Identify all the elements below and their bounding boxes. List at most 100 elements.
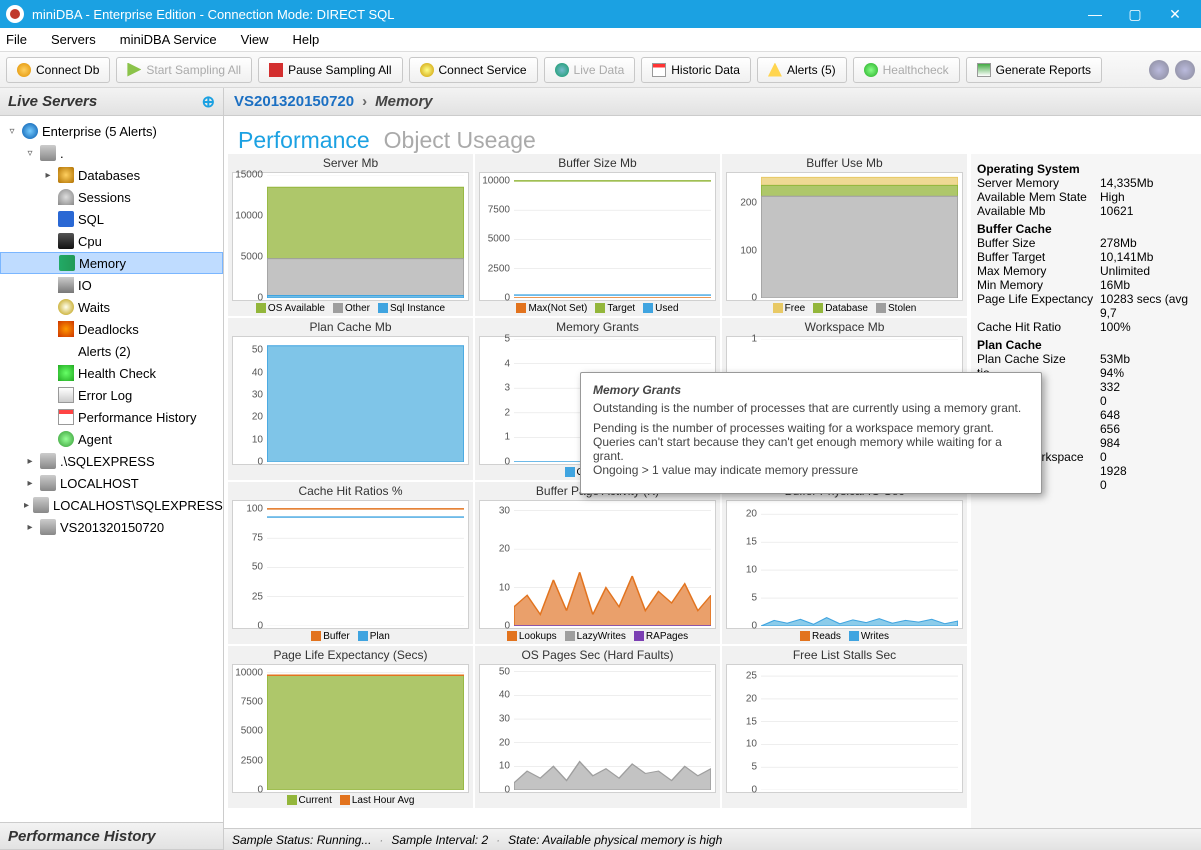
historic-data-button[interactable]: Historic Data [641, 57, 751, 83]
tree-node-error-log[interactable]: Error Log [0, 384, 223, 406]
info-section-plan-cache: Plan Cache [977, 338, 1195, 352]
tree-node-localhost-sqlexpress[interactable]: ▸LOCALHOST\SQLEXPRESS [0, 494, 223, 516]
info-row: Page Life Expectancy10283 secs (avg 9,7 [977, 292, 1195, 320]
server-tree[interactable]: ▿Enterprise (5 Alerts)▿.▸DatabasesSessio… [0, 116, 223, 822]
tree-node-io[interactable]: IO [0, 274, 223, 296]
reports-icon [977, 63, 991, 77]
tree-node-health-check[interactable]: Health Check [0, 362, 223, 384]
chart-plan-cache-mb[interactable]: Plan Cache Mb01020304050 [228, 318, 473, 480]
chart-os-pages-sec-hard-faults-[interactable]: OS Pages Sec (Hard Faults)01020304050 [475, 646, 720, 808]
tree-node-alerts-2-[interactable]: Alerts (2) [0, 340, 223, 362]
info-row: Buffer Target10,141Mb [977, 250, 1195, 264]
connect-service-button[interactable]: Connect Service [409, 57, 538, 83]
maximize-button[interactable]: ▢ [1115, 6, 1155, 23]
tree-node-memory[interactable]: Memory [0, 252, 223, 274]
tree-node-agent[interactable]: Agent [0, 428, 223, 450]
connect-service-icon [420, 63, 434, 77]
info-row: Plan Cache Size53Mb [977, 352, 1195, 366]
tree-node-sessions[interactable]: Sessions [0, 186, 223, 208]
nic-srv [33, 497, 49, 513]
app-logo [6, 5, 24, 23]
nic-sql [58, 211, 74, 227]
help-icon[interactable] [1175, 60, 1195, 80]
main: Live Servers ⊕ ▿Enterprise (5 Alerts)▿.▸… [0, 88, 1201, 850]
tab-object-useage[interactable]: Object Useage [384, 127, 536, 154]
connect-db-icon [17, 63, 31, 77]
breadcrumb-page: Memory [375, 93, 433, 110]
nic-srv [40, 453, 56, 469]
tree-node-sql[interactable]: SQL [0, 208, 223, 230]
nic-mem [59, 255, 75, 271]
pause-sampling-icon [269, 63, 283, 77]
alerts-button[interactable]: Alerts (5) [757, 57, 847, 83]
chart-buffer-physical-io-sec[interactable]: Buffer Physical IO Sec05101520ReadsWrite… [722, 482, 967, 644]
minimize-button[interactable]: ― [1075, 6, 1115, 23]
window-controls: ― ▢ ✕ [1075, 6, 1195, 23]
nic-db [58, 167, 74, 183]
settings-icon[interactable] [1149, 60, 1169, 80]
pause-sampling-button[interactable]: Pause Sampling All [258, 57, 402, 83]
tree-node-deadlocks[interactable]: Deadlocks [0, 318, 223, 340]
menubar: File Servers miniDBA Service View Help [0, 28, 1201, 52]
charts-wrap: Server Mb050001000015000OS AvailableOthe… [224, 154, 1201, 828]
start-sampling-icon [127, 63, 141, 77]
menu-help[interactable]: Help [293, 32, 320, 47]
nic-ph [58, 409, 74, 425]
nic-io [58, 277, 74, 293]
nic-wait [58, 299, 74, 315]
toolbar: Connect DbStart Sampling AllPause Sampli… [0, 52, 1201, 88]
perf-history-header[interactable]: Performance History [0, 822, 223, 850]
chart-free-list-stalls-sec[interactable]: Free List Stalls Sec0510152025 [722, 646, 967, 808]
live-servers-header: Live Servers ⊕ [0, 88, 223, 116]
breadcrumb: VS201320150720 › Memory [224, 88, 1201, 116]
status-item-1: Sample Interval: 2 [391, 833, 488, 847]
connect-db-button[interactable]: Connect Db [6, 57, 110, 83]
historic-data-icon [652, 63, 666, 77]
memory-grants-tooltip: Memory Grants Outstanding is the number … [580, 372, 1042, 494]
chart-page-life-expectancy-secs-[interactable]: Page Life Expectancy (Secs)0250050007500… [228, 646, 473, 808]
info-row: Available Mb10621 [977, 204, 1195, 218]
chart-buffer-size-mb[interactable]: Buffer Size Mb025005000750010000Max(Not … [475, 154, 720, 316]
start-sampling-button: Start Sampling All [116, 57, 252, 83]
tree-node-cpu[interactable]: Cpu [0, 230, 223, 252]
reports-button[interactable]: Generate Reports [966, 57, 1102, 83]
chart-buffer-page-activity-k-[interactable]: Buffer Page Activity (K)0102030LookupsLa… [475, 482, 720, 644]
nic-hc [58, 365, 74, 381]
healthcheck-icon [864, 63, 878, 77]
window-title: miniDBA - Enterprise Edition - Connectio… [32, 7, 1075, 22]
info-row: Min Memory16Mb [977, 278, 1195, 292]
tree-node-vs201320150720[interactable]: ▸VS201320150720 [0, 516, 223, 538]
healthcheck-button: Healthcheck [853, 57, 960, 83]
menu-minidba-service[interactable]: miniDBA Service [120, 32, 217, 47]
center-column: VS201320150720 › Memory Performance Objec… [224, 88, 1201, 850]
live-data-icon [555, 63, 569, 77]
info-row: Available Mem StateHigh [977, 190, 1195, 204]
tree-node--sqlexpress[interactable]: ▸.\SQLEXPRESS [0, 450, 223, 472]
add-server-button[interactable]: ⊕ [202, 92, 215, 112]
live-data-button: Live Data [544, 57, 636, 83]
close-button[interactable]: ✕ [1155, 6, 1195, 23]
nic-srv [40, 519, 56, 535]
tree-node-localhost[interactable]: ▸LOCALHOST [0, 472, 223, 494]
tree-node-enterprise-5-alerts-[interactable]: ▿Enterprise (5 Alerts) [0, 120, 223, 142]
nic-srv [40, 475, 56, 491]
menu-servers[interactable]: Servers [51, 32, 96, 47]
tree-node-waits[interactable]: Waits [0, 296, 223, 318]
menu-file[interactable]: File [6, 32, 27, 47]
chart-server-mb[interactable]: Server Mb050001000015000OS AvailableOthe… [228, 154, 473, 316]
chart-cache-hit-ratios-[interactable]: Cache Hit Ratios %0255075100BufferPlan [228, 482, 473, 644]
chart-buffer-use-mb[interactable]: Buffer Use Mb0100200FreeDatabaseStolen [722, 154, 967, 316]
info-row: Buffer Size278Mb [977, 236, 1195, 250]
breadcrumb-server[interactable]: VS201320150720 [234, 93, 354, 110]
tree-node-databases[interactable]: ▸Databases [0, 164, 223, 186]
tree-node-performance-history[interactable]: Performance History [0, 406, 223, 428]
alerts-icon [768, 63, 782, 77]
nic-lock [58, 321, 74, 337]
titlebar: miniDBA - Enterprise Edition - Connectio… [0, 0, 1201, 28]
menu-view[interactable]: View [241, 32, 269, 47]
info-section-buffer-cache: Buffer Cache [977, 222, 1195, 236]
tree-node--[interactable]: ▿. [0, 142, 223, 164]
nic-globe [22, 123, 38, 139]
nic-ag [58, 431, 74, 447]
tab-performance[interactable]: Performance [238, 127, 370, 154]
